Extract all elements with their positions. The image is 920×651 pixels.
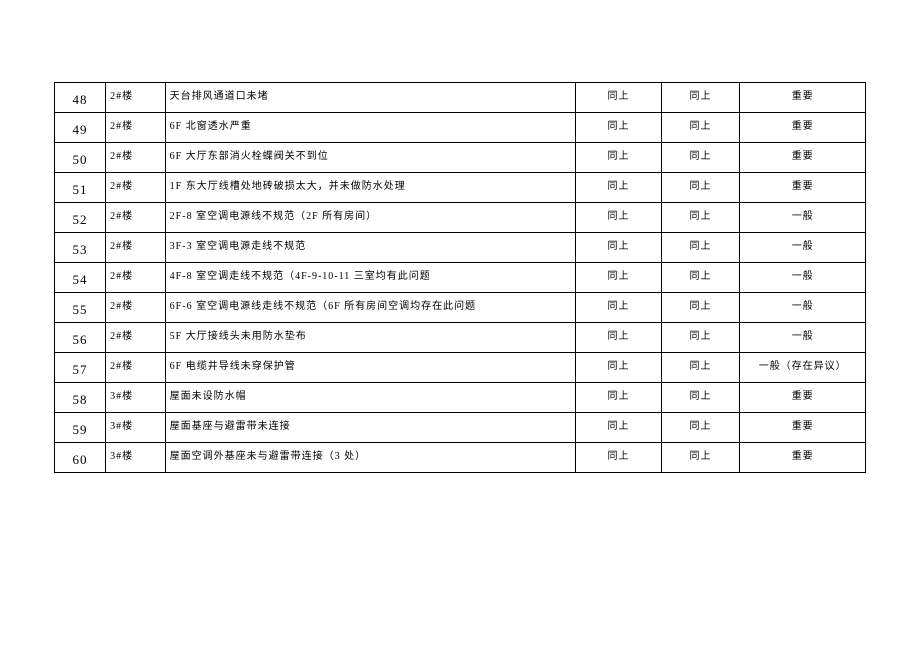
cell-level: 重要 [740, 143, 866, 173]
cell-index: 60 [55, 443, 106, 473]
cell-index: 50 [55, 143, 106, 173]
cell-desc: 3F-3 室空调电源走线不规范 [165, 233, 576, 263]
cell-building: 2#楼 [106, 233, 166, 263]
cell-desc: 6F 大厅东部消火栓蝶阀关不到位 [165, 143, 576, 173]
cell-desc: 6F 北窗透水严重 [165, 113, 576, 143]
cell-col-b: 同上 [661, 263, 740, 293]
issues-table-body: 48 2#楼 天台排风通道口未堵 同上 同上 重要 49 2#楼 6F 北窗透水… [55, 83, 866, 473]
cell-index: 49 [55, 113, 106, 143]
cell-level: 一般 [740, 323, 866, 353]
cell-building: 2#楼 [106, 323, 166, 353]
table-row: 53 2#楼 3F-3 室空调电源走线不规范 同上 同上 一般 [55, 233, 866, 263]
cell-level: 重要 [740, 443, 866, 473]
cell-building: 2#楼 [106, 353, 166, 383]
issues-table-container: 48 2#楼 天台排风通道口未堵 同上 同上 重要 49 2#楼 6F 北窗透水… [54, 82, 866, 473]
table-row: 59 3#楼 屋面基座与避雷带未连接 同上 同上 重要 [55, 413, 866, 443]
table-row: 54 2#楼 4F-8 室空调走线不规范（4F-9-10-11 三室均有此问题 … [55, 263, 866, 293]
cell-building: 3#楼 [106, 383, 166, 413]
cell-col-b: 同上 [661, 323, 740, 353]
cell-desc: 屋面基座与避雷带未连接 [165, 413, 576, 443]
cell-desc: 6F-6 室空调电源线走线不规范（6F 所有房间空调均存在此问题 [165, 293, 576, 323]
cell-index: 56 [55, 323, 106, 353]
cell-building: 2#楼 [106, 113, 166, 143]
cell-index: 51 [55, 173, 106, 203]
cell-col-b: 同上 [661, 143, 740, 173]
cell-col-a: 同上 [576, 233, 661, 263]
cell-index: 59 [55, 413, 106, 443]
cell-col-a: 同上 [576, 203, 661, 233]
cell-level: 一般 [740, 203, 866, 233]
cell-col-a: 同上 [576, 263, 661, 293]
cell-col-b: 同上 [661, 113, 740, 143]
table-row: 55 2#楼 6F-6 室空调电源线走线不规范（6F 所有房间空调均存在此问题 … [55, 293, 866, 323]
cell-index: 58 [55, 383, 106, 413]
cell-desc: 5F 大厅接线头未用防水垫布 [165, 323, 576, 353]
cell-col-a: 同上 [576, 173, 661, 203]
cell-col-a: 同上 [576, 413, 661, 443]
cell-index: 48 [55, 83, 106, 113]
cell-col-a: 同上 [576, 443, 661, 473]
cell-index: 52 [55, 203, 106, 233]
cell-index: 55 [55, 293, 106, 323]
cell-desc: 天台排风通道口未堵 [165, 83, 576, 113]
cell-level: 重要 [740, 113, 866, 143]
cell-col-a: 同上 [576, 383, 661, 413]
cell-col-b: 同上 [661, 83, 740, 113]
cell-col-b: 同上 [661, 233, 740, 263]
cell-col-b: 同上 [661, 353, 740, 383]
cell-col-a: 同上 [576, 353, 661, 383]
table-row: 58 3#楼 屋面未设防水帽 同上 同上 重要 [55, 383, 866, 413]
cell-col-b: 同上 [661, 173, 740, 203]
cell-col-a: 同上 [576, 293, 661, 323]
cell-level: 重要 [740, 413, 866, 443]
cell-desc: 6F 电缆井导线未穿保护管 [165, 353, 576, 383]
cell-level: 一般 [740, 233, 866, 263]
cell-col-a: 同上 [576, 83, 661, 113]
cell-building: 2#楼 [106, 83, 166, 113]
cell-index: 57 [55, 353, 106, 383]
table-row: 50 2#楼 6F 大厅东部消火栓蝶阀关不到位 同上 同上 重要 [55, 143, 866, 173]
table-row: 48 2#楼 天台排风通道口未堵 同上 同上 重要 [55, 83, 866, 113]
cell-building: 3#楼 [106, 443, 166, 473]
cell-level: 一般 [740, 263, 866, 293]
cell-col-b: 同上 [661, 383, 740, 413]
cell-building: 2#楼 [106, 263, 166, 293]
cell-col-a: 同上 [576, 143, 661, 173]
cell-building: 3#楼 [106, 413, 166, 443]
table-row: 56 2#楼 5F 大厅接线头未用防水垫布 同上 同上 一般 [55, 323, 866, 353]
cell-index: 53 [55, 233, 106, 263]
cell-col-b: 同上 [661, 203, 740, 233]
cell-level: 重要 [740, 83, 866, 113]
cell-level: 一般（存在异议） [740, 353, 866, 383]
cell-col-a: 同上 [576, 113, 661, 143]
table-row: 51 2#楼 1F 东大厅线槽处地砖破损太大，并未做防水处理 同上 同上 重要 [55, 173, 866, 203]
cell-desc: 屋面空调外基座未与避雷带连接（3 处） [165, 443, 576, 473]
issues-table: 48 2#楼 天台排风通道口未堵 同上 同上 重要 49 2#楼 6F 北窗透水… [54, 82, 866, 473]
cell-building: 2#楼 [106, 203, 166, 233]
cell-desc: 2F-8 室空调电源线不规范（2F 所有房间） [165, 203, 576, 233]
cell-level: 重要 [740, 383, 866, 413]
cell-desc: 4F-8 室空调走线不规范（4F-9-10-11 三室均有此问题 [165, 263, 576, 293]
cell-index: 54 [55, 263, 106, 293]
cell-col-b: 同上 [661, 443, 740, 473]
cell-col-b: 同上 [661, 413, 740, 443]
cell-col-a: 同上 [576, 323, 661, 353]
cell-building: 2#楼 [106, 293, 166, 323]
cell-desc: 1F 东大厅线槽处地砖破损太大，并未做防水处理 [165, 173, 576, 203]
cell-building: 2#楼 [106, 173, 166, 203]
cell-level: 重要 [740, 173, 866, 203]
table-row: 52 2#楼 2F-8 室空调电源线不规范（2F 所有房间） 同上 同上 一般 [55, 203, 866, 233]
cell-level: 一般 [740, 293, 866, 323]
cell-building: 2#楼 [106, 143, 166, 173]
table-row: 60 3#楼 屋面空调外基座未与避雷带连接（3 处） 同上 同上 重要 [55, 443, 866, 473]
cell-col-b: 同上 [661, 293, 740, 323]
table-row: 49 2#楼 6F 北窗透水严重 同上 同上 重要 [55, 113, 866, 143]
table-row: 57 2#楼 6F 电缆井导线未穿保护管 同上 同上 一般（存在异议） [55, 353, 866, 383]
cell-desc: 屋面未设防水帽 [165, 383, 576, 413]
